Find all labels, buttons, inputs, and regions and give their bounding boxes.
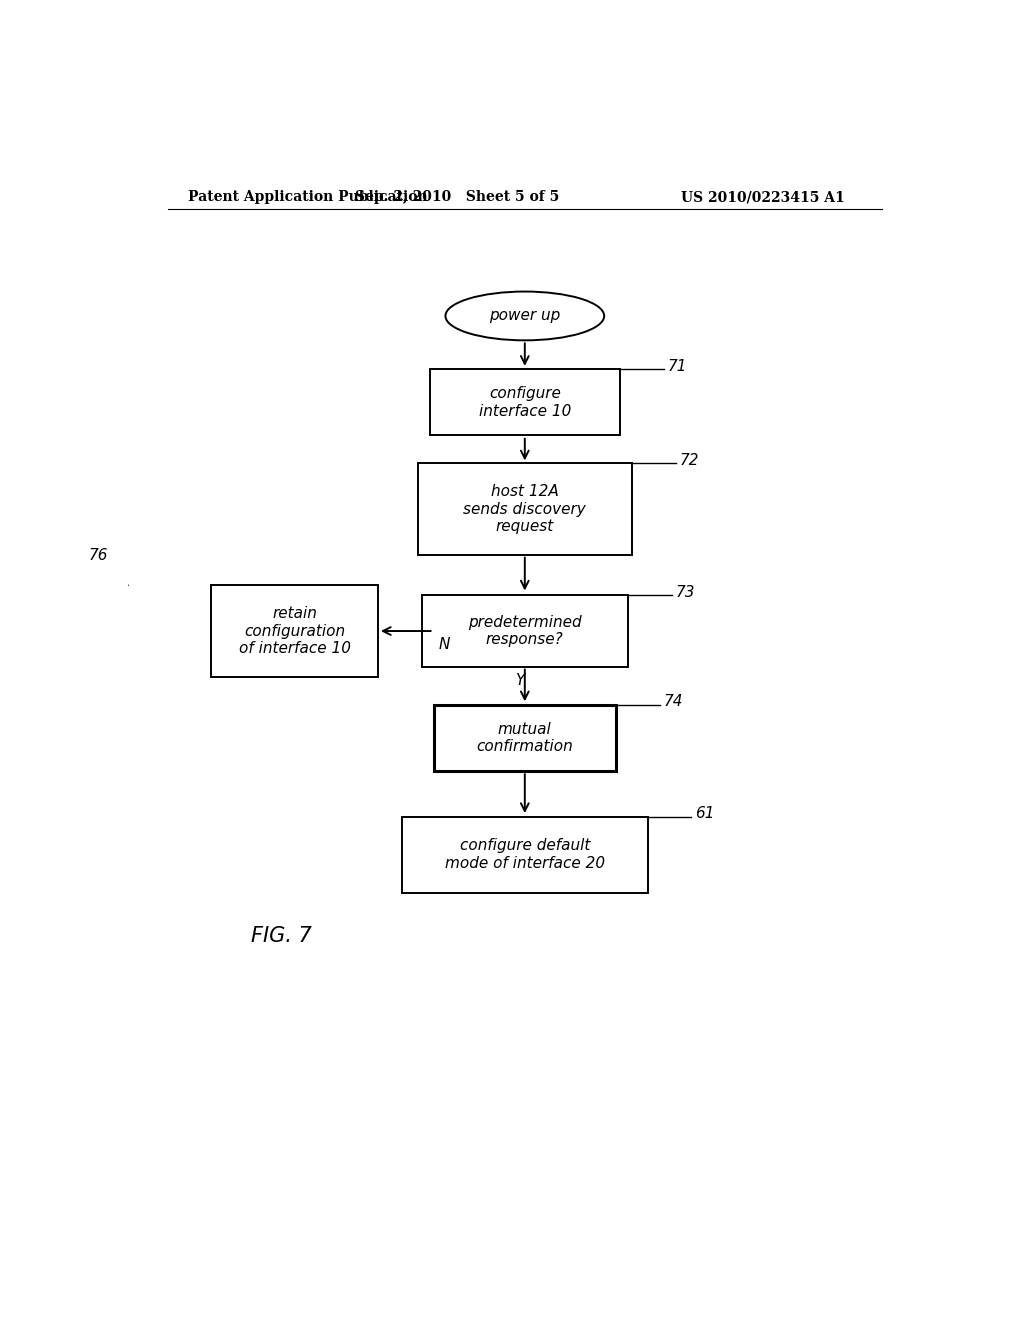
Text: 61: 61	[695, 807, 715, 821]
Text: configure default
mode of interface 20: configure default mode of interface 20	[444, 838, 605, 871]
Text: FIG. 7: FIG. 7	[251, 925, 311, 946]
Text: configure
interface 10: configure interface 10	[478, 387, 571, 418]
Bar	[401, 817, 648, 892]
Bar	[433, 705, 616, 771]
Bar	[430, 370, 621, 436]
Text: 72: 72	[680, 453, 699, 467]
Text: mutual
confirmation: mutual confirmation	[476, 722, 573, 754]
Text: power up: power up	[489, 309, 560, 323]
Bar	[418, 463, 632, 554]
Text: 76: 76	[89, 548, 109, 562]
Text: predetermined
response?: predetermined response?	[468, 615, 582, 647]
Text: US 2010/0223415 A1: US 2010/0223415 A1	[681, 190, 845, 205]
Text: 74: 74	[664, 694, 683, 709]
Text: Sep. 2, 2010   Sheet 5 of 5: Sep. 2, 2010 Sheet 5 of 5	[355, 190, 559, 205]
Bar	[422, 595, 628, 667]
Text: 73: 73	[676, 585, 695, 599]
Text: Patent Application Publication: Patent Application Publication	[187, 190, 427, 205]
Text: Y: Y	[515, 673, 524, 688]
Text: 71: 71	[668, 359, 687, 374]
Bar	[211, 585, 378, 677]
Text: host 12A
sends discovery
request: host 12A sends discovery request	[464, 484, 586, 535]
Text: retain
configuration
of interface 10: retain configuration of interface 10	[239, 606, 350, 656]
Text: N: N	[439, 636, 451, 652]
